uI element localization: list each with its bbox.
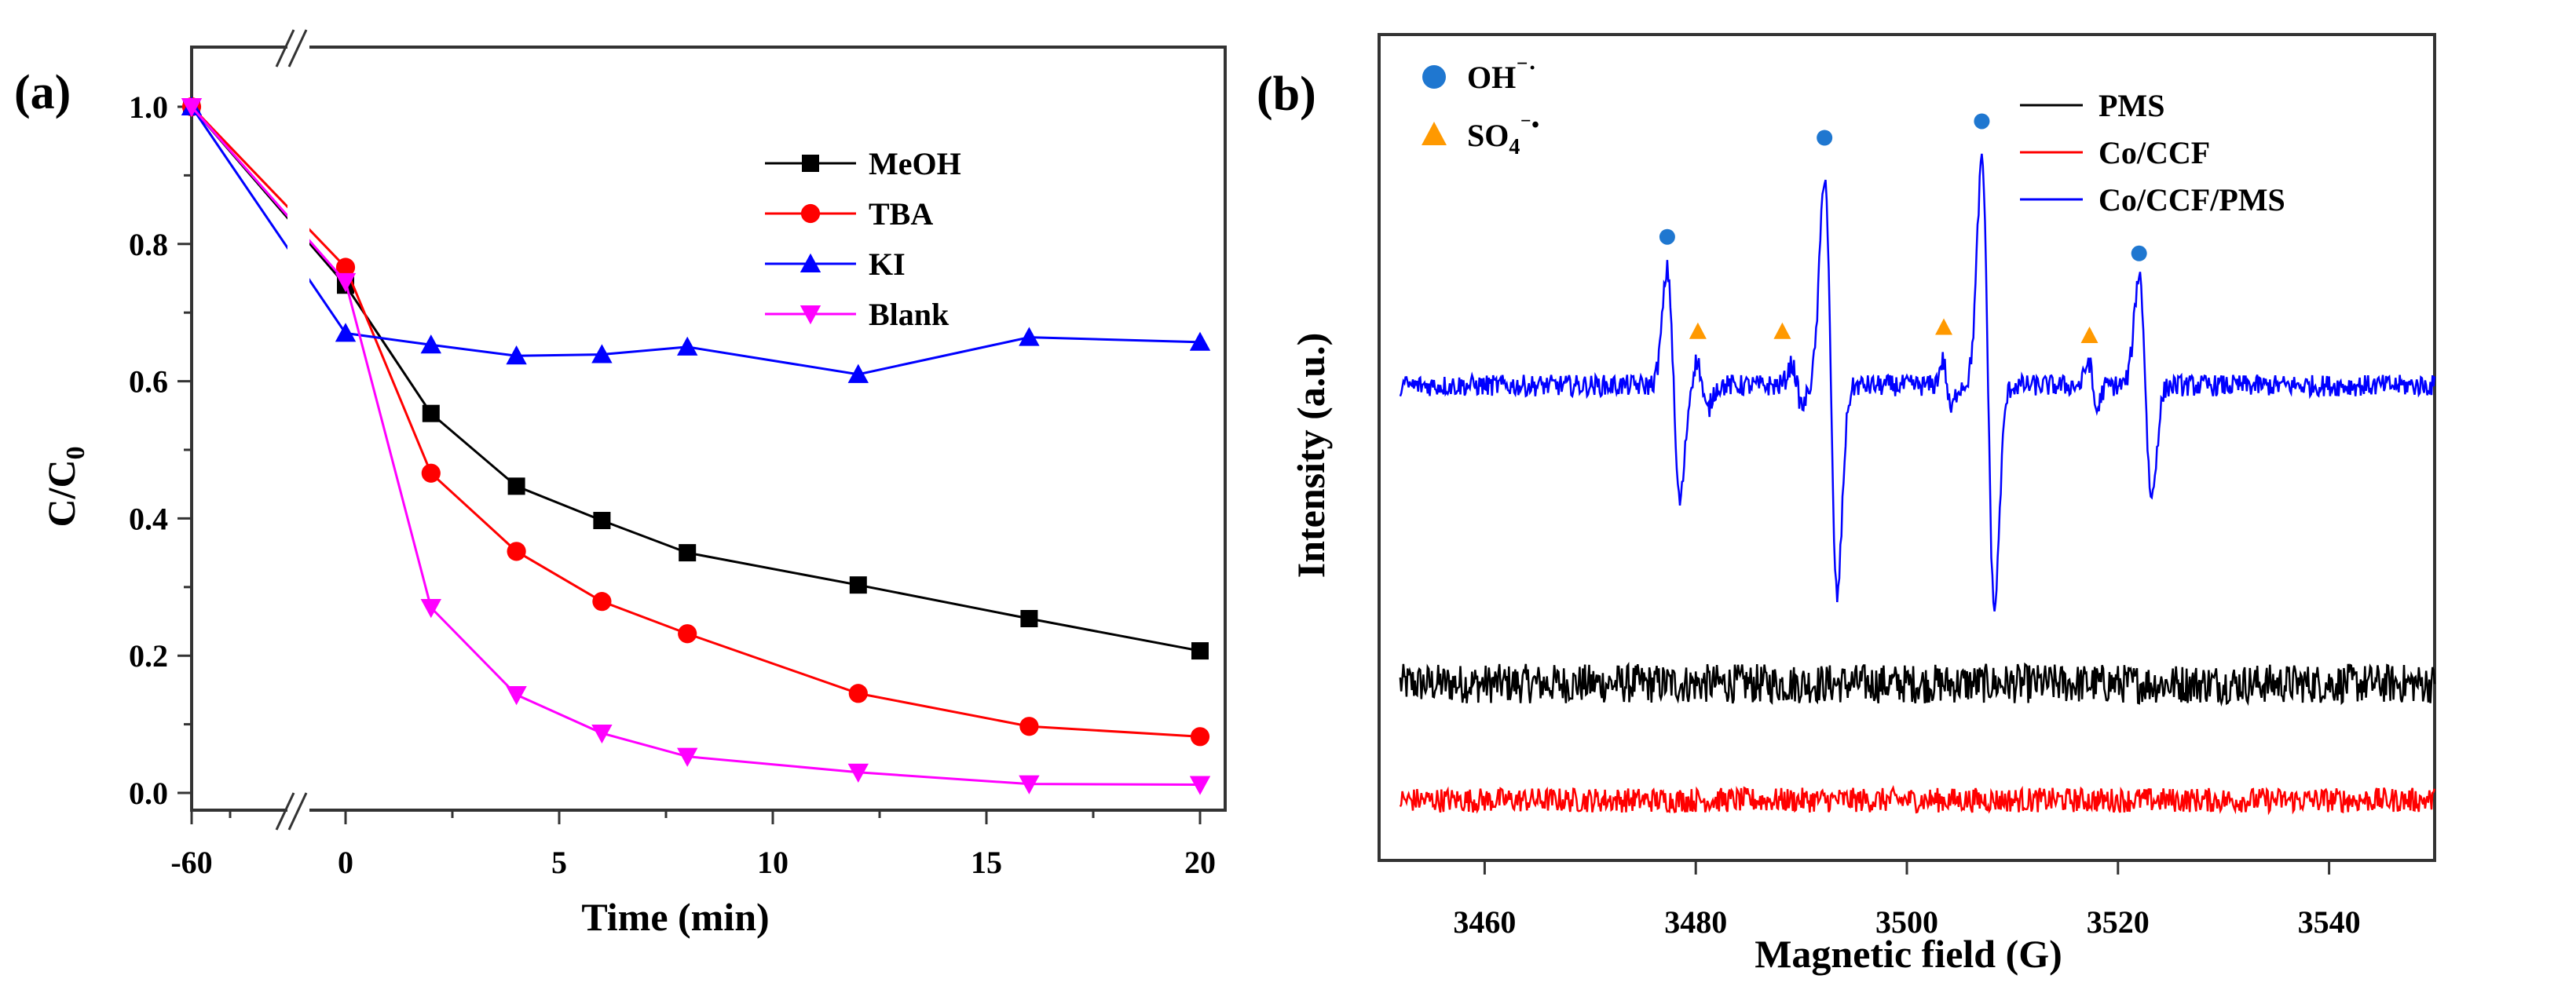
data-point-blank [1019, 775, 1040, 794]
data-point-blank [847, 763, 869, 783]
panel-a-series [181, 96, 1211, 795]
axis-break-marks [275, 29, 308, 831]
panel-a-legend: MeOH TBA KI Blank [765, 146, 961, 332]
data-point-ki [1189, 331, 1211, 351]
series-line-blank [190, 106, 1201, 787]
spectrum-co-ccf-pms [1399, 153, 2436, 612]
so4-radical-marker [1773, 322, 1791, 339]
panel-a-x-axis-label: Time (min) [581, 895, 769, 939]
legend-label-blank: Blank [869, 297, 950, 332]
so4-radical-triangle-icon [1422, 122, 1447, 145]
data-point-meoh [679, 544, 697, 562]
data-point-ki [591, 344, 613, 363]
oh-radical-marker [1817, 130, 1833, 146]
data-point-tba [678, 624, 697, 644]
x-tick-label: 5 [551, 845, 567, 880]
x-tick-label: 15 [971, 845, 1002, 880]
so4-radical-marker [1935, 318, 1953, 335]
legend-marker-meoh [802, 155, 819, 172]
data-point-meoh [1191, 642, 1209, 660]
legend-label-co-ccf: Co/CCF [2098, 135, 2210, 170]
axis-break-gap [287, 49, 309, 809]
y-tick-label: 0.2 [129, 638, 168, 674]
data-point-meoh [507, 477, 525, 495]
so4-radical-legend-label: SO4⁻• [1467, 113, 1539, 159]
data-point-tba [335, 257, 356, 277]
series-line-meoh [190, 106, 1201, 652]
panel-a-frame [190, 46, 1227, 812]
data-point-blank [1189, 776, 1211, 795]
data-point-meoh [422, 404, 440, 422]
x-tick-label: 20 [1184, 845, 1216, 880]
data-point-meoh [849, 576, 867, 594]
x-tick-label: 10 [757, 845, 789, 880]
panel-b-label: (b) [1257, 68, 1316, 121]
data-point-blank [677, 747, 698, 767]
spectrum-co-ccf [1399, 784, 2436, 816]
y-tick-label: 0.0 [129, 776, 168, 811]
panel-a-chart: (a) -60 0 5 10 15 20 0.0 0.2 0.4 0.6 0.8 1.0 Time (… [14, 29, 1227, 939]
data-point-meoh [593, 512, 611, 530]
panel-a-ticks: -60 0 5 10 15 20 0.0 0.2 0.4 0.6 0.8 1.0 [129, 89, 1216, 880]
legend-marker-tba [800, 203, 821, 224]
oh-radical-marker [2131, 245, 2147, 261]
legend-label-ki: KI [869, 247, 906, 282]
data-point-ki [847, 363, 869, 383]
x-tick-label: 3480 [1664, 904, 1727, 940]
panel-a-label: (a) [14, 66, 71, 119]
panel-b-markers [1659, 113, 2147, 343]
data-point-blank [420, 599, 441, 619]
so4-radical-marker [1689, 322, 1707, 339]
series-line-tba [190, 105, 1201, 738]
y-tick-label: 0.8 [129, 227, 168, 262]
panel-b-ticks: 3460 3480 3500 3520 3540 [1453, 860, 2361, 940]
x-tick-label: 3520 [2087, 904, 2150, 940]
panel-b-x-axis-label: Magnetic field (G) [1755, 932, 2062, 976]
data-point-tba [1190, 727, 1210, 747]
data-point-blank [591, 724, 613, 744]
x-tick-label: 3460 [1453, 904, 1516, 940]
legend-marker-ki [800, 253, 821, 272]
panel-b-series [1399, 153, 2436, 816]
data-point-tba [507, 542, 526, 561]
oh-radical-marker [1659, 228, 1675, 245]
legend-label-tba: TBA [869, 196, 933, 232]
legend-label-co-ccf-pms: Co/CCF/PMS [2098, 182, 2285, 217]
panel-a-y-axis-label: C/C0 [39, 446, 90, 527]
panel-b-line-legend: PMS Co/CCF Co/CCF/PMS [2020, 88, 2285, 217]
panel-b-symbol-legend: OH⁻· SO4⁻• [1422, 55, 1539, 159]
so4-radical-marker [2080, 326, 2098, 343]
oh-radical-legend-label: OH⁻· [1467, 55, 1536, 95]
data-point-blank [506, 686, 527, 706]
legend-label-meoh: MeOH [869, 146, 961, 181]
data-point-tba [592, 592, 612, 612]
x-tick-label: 3500 [1875, 904, 1938, 940]
oh-radical-circle-icon [1422, 65, 1446, 89]
y-tick-label: 0.6 [129, 364, 168, 400]
data-point-ki [420, 334, 441, 354]
panel-b-frame [1378, 33, 2436, 862]
legend-label-pms: PMS [2098, 88, 2164, 123]
x-tick-label: -60 [170, 845, 212, 880]
oh-radical-marker [1974, 113, 1990, 130]
y-tick-label: 0.4 [129, 501, 168, 536]
data-point-ki [1019, 327, 1040, 346]
spectrum-pms [1399, 661, 2436, 707]
data-point-ki [677, 336, 698, 356]
data-point-tba [421, 463, 441, 483]
data-point-ki [335, 323, 357, 342]
data-point-tba [848, 684, 868, 703]
panel-b-chart: (b) 3460 3480 3500 3520 3540 Magnetic field … [1257, 33, 2436, 976]
data-point-blank [181, 98, 203, 118]
data-point-blank [335, 272, 357, 293]
x-tick-label: 3540 [2298, 904, 2361, 940]
data-point-meoh [1020, 610, 1038, 628]
legend-marker-blank [800, 305, 821, 325]
y-tick-label: 1.0 [129, 89, 168, 125]
x-tick-label: 0 [338, 845, 353, 880]
data-point-tba [1019, 717, 1039, 736]
data-point-ki [506, 345, 527, 365]
panel-b-y-axis-label: Intensity (a.u.) [1289, 333, 1333, 579]
